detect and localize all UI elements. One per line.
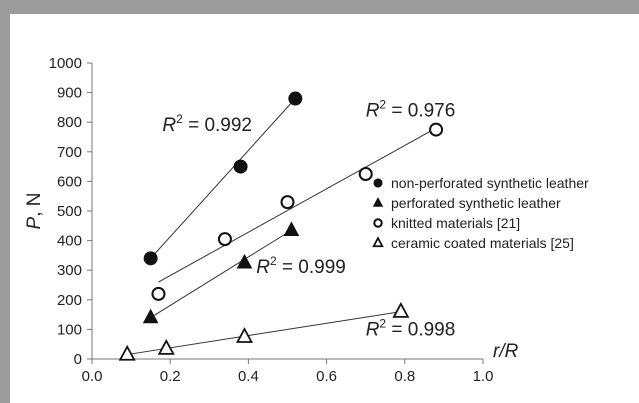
trend-line: [150, 229, 292, 318]
r2-annotation: R2 = 0.976: [366, 97, 456, 121]
data-point: [392, 301, 410, 318]
y-tick-label: 600: [57, 173, 82, 190]
data-point: [429, 122, 444, 137]
trend-line: [150, 98, 296, 259]
y-tick-label: 800: [57, 114, 82, 131]
trend-line: [158, 127, 437, 283]
y-axis-title: P, N: [24, 193, 45, 230]
x-axis-title: r/R: [493, 341, 519, 362]
legend-marker: [373, 178, 383, 188]
x-tick-label: 0.8: [394, 368, 415, 385]
y-tick-label: 400: [57, 233, 82, 250]
chart-area: 0 100 200 300 400 500 600 700 800 900 1000 0.0 0.2 0.…: [10, 14, 639, 403]
y-tick-label: 300: [57, 262, 82, 279]
x-tick-label: 0.6: [316, 368, 337, 385]
legend-marker: [373, 218, 383, 228]
r2-annotation: R2 = 0.992: [162, 112, 252, 136]
y-tick-label: 700: [57, 144, 82, 161]
y-tick-label: 100: [57, 321, 82, 338]
legend-marker: [372, 197, 384, 207]
data-point: [358, 167, 373, 181]
legend-marker: [372, 236, 384, 248]
data-point: [143, 251, 158, 266]
x-tick-label: 0.2: [160, 368, 181, 385]
y-tick-label: 500: [57, 203, 82, 220]
x-tick-label: 0.4: [238, 368, 259, 385]
y-tick-label: 0: [74, 351, 82, 368]
legend-label: ceramic coated materials [25]: [391, 235, 574, 251]
data-point: [142, 308, 159, 324]
scatter-chart: 0 100 200 300 400 500 600 700 800 900 1000 0.0 0.2 0.…: [24, 55, 589, 385]
data-point: [233, 159, 248, 174]
y-tick-label: 200: [57, 292, 82, 309]
y-tick-label: 900: [57, 85, 82, 102]
data-point: [217, 232, 232, 247]
data-point: [236, 253, 253, 269]
data-point: [118, 344, 136, 361]
y-tick-label: 1000: [49, 55, 82, 72]
data-point: [283, 221, 300, 236]
trend-line: [127, 311, 401, 356]
r2-annotation: R2 = 0.999: [256, 254, 346, 278]
legend-label: non-perforated synthetic leather: [391, 175, 589, 191]
legend-label: knitted materials [21]: [391, 215, 520, 231]
data-point: [235, 327, 253, 343]
x-tick-label: 1.0: [473, 368, 494, 385]
data-point: [280, 195, 295, 210]
r2-annotation: R2 = 0.998: [366, 316, 456, 340]
legend-label: perforated synthetic leather: [391, 195, 561, 211]
x-tick-label: 0.0: [82, 368, 103, 385]
data-point: [151, 286, 166, 301]
data-point: [288, 91, 303, 106]
data-point: [157, 338, 175, 355]
